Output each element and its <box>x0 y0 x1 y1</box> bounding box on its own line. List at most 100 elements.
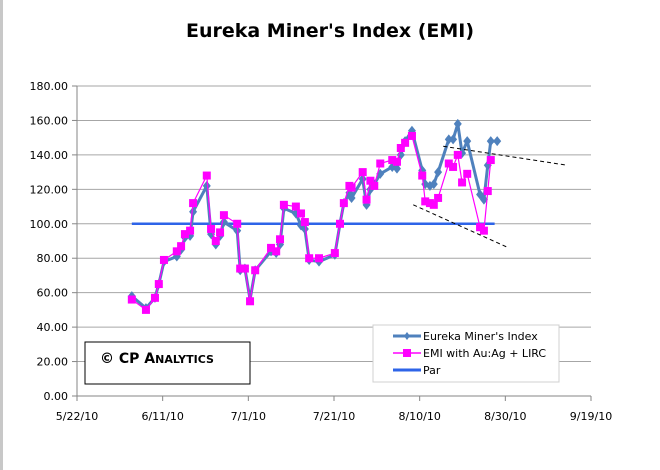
emi-diamond-marker <box>300 223 309 234</box>
legend-item: EMI with Au:Ag + LIRC <box>393 347 546 360</box>
emi-aulirc-square-marker <box>211 237 220 245</box>
emi-diamond-marker <box>202 180 211 191</box>
emi-diamond-marker <box>358 174 367 184</box>
emi-diamond-marker <box>493 136 502 147</box>
emi-aulirc-square-marker <box>159 255 168 264</box>
emi-aulirc-square-marker <box>401 138 410 147</box>
y-tick-label: 120.00 <box>30 183 69 196</box>
legend-label: Eureka Miner's Index <box>423 330 538 343</box>
emi-aulirc-square-marker <box>453 150 462 159</box>
emi-aulirc-square-marker <box>300 218 309 227</box>
y-tick-label: 60.00 <box>37 287 69 300</box>
legend-square-icon <box>403 349 411 357</box>
cp-analytics-watermark: © CP ANALYTICS <box>84 341 251 385</box>
emi-aulirc-square-marker <box>297 209 306 218</box>
emi-aulirc-square-marker <box>141 305 150 314</box>
emi-aulirc-square-marker <box>216 228 225 237</box>
emi-aulirc-square-marker <box>486 156 495 165</box>
y-tick-label: 80.00 <box>37 252 69 265</box>
legend-diamond-icon <box>404 332 410 340</box>
emi-diamond-marker <box>444 134 453 145</box>
x-tick-label: 8/10/10 <box>398 410 440 423</box>
emi-aulirc-square-marker <box>388 156 397 165</box>
emi-aulirc-square-marker <box>233 219 242 228</box>
legend-label: EMI with Au:Ag + LIRC <box>423 347 546 360</box>
emi-aulirc-square-marker <box>246 297 255 306</box>
emi-aulirc-square-marker <box>362 195 371 204</box>
watermark-text: © CP ANALYTICS <box>100 351 214 367</box>
emi-aulirc-square-marker <box>376 159 385 168</box>
emi-aulirc-square-marker <box>207 224 216 233</box>
x-tick-label: 7/21/10 <box>313 410 355 423</box>
legend-item: Eureka Miner's Index <box>393 330 538 343</box>
emi-aulirc-square-marker <box>366 176 375 185</box>
legend-item: Par <box>393 364 441 377</box>
emi-diamond-marker <box>486 136 495 147</box>
chart-title: Eureka Miner's Index (EMI) <box>185 20 475 42</box>
emi-aulirc-square-marker <box>392 157 401 166</box>
emi-aulirc-square-marker <box>335 219 344 228</box>
emi-diamond-marker <box>463 136 472 147</box>
legend-label: Par <box>423 364 441 377</box>
emi-aulirc-square-marker <box>279 200 288 209</box>
emi-aulirc-square-marker <box>483 187 492 196</box>
emi-aulirc-square-marker <box>370 181 379 190</box>
emi-aulirc-square-marker <box>305 254 314 263</box>
x-tick-label: 8/30/10 <box>484 410 526 423</box>
emi-aulirc-square-marker <box>315 254 324 263</box>
emi-diamond-marker <box>396 149 405 160</box>
emi-aulirc-square-marker <box>186 226 195 235</box>
y-tick-label: 40.00 <box>37 321 69 334</box>
emi-aulirc-square-marker <box>463 169 472 178</box>
emi-aulirc-square-marker <box>276 235 285 244</box>
y-tick-label: 100.00 <box>30 218 69 231</box>
emi-aulirc-square-marker <box>154 280 163 289</box>
emi-aulirc-square-marker <box>267 243 276 252</box>
emi-aulirc-square-marker <box>177 242 186 251</box>
emi-diamond-marker <box>429 179 438 190</box>
chart-legend: Eureka Miner's Index EMI with Au:Ag + LIR… <box>372 324 560 383</box>
emi-diamond-marker <box>453 118 462 129</box>
emi-aulirc-square-marker <box>339 199 348 208</box>
emi-aulirc-square-marker <box>240 264 249 273</box>
x-tick-label: 9/19/10 <box>570 410 612 423</box>
emi-aulirc-square-marker <box>219 211 228 220</box>
emi-aulirc-square-marker <box>202 171 211 180</box>
y-tick-label: 160.00 <box>30 114 69 127</box>
emi-diamond-marker <box>434 167 443 178</box>
emi-aulirc-square-marker <box>236 264 245 273</box>
emi-aulirc-square-marker <box>479 226 488 235</box>
emi-series-line <box>130 122 498 310</box>
y-tick-label: 140.00 <box>30 149 69 162</box>
emi-aulirc-square-marker <box>418 171 427 180</box>
emi-aulirc-square-marker <box>251 266 260 275</box>
window-left-border <box>0 0 3 470</box>
emi-aulirc-square-marker <box>407 131 416 140</box>
y-tick-label: 20.00 <box>37 356 69 369</box>
emi-aulirc-square-marker <box>180 230 189 239</box>
emi-aulirc-square-marker <box>434 193 443 202</box>
emi-aulirc-square-marker <box>172 247 181 256</box>
emi-aulirc-square-marker <box>291 202 300 211</box>
emi-diamond-marker <box>347 192 356 203</box>
emi-aulirc-square-marker <box>429 200 438 209</box>
emi-aulirc-square-marker <box>449 162 458 171</box>
emi-aulirc-square-marker <box>127 295 136 304</box>
y-tick-label: 0.00 <box>44 390 69 403</box>
emi-diamond-marker <box>392 163 401 174</box>
emi-aulirc-square-marker <box>189 199 198 208</box>
emi-aulirc-square-marker <box>272 247 281 256</box>
emi-aulirc-square-marker <box>444 159 453 168</box>
emi-diamond-marker <box>189 206 198 217</box>
y-tick-label: 180.00 <box>30 80 69 93</box>
emi-aulirc-square-marker <box>421 197 430 206</box>
x-tick-label: 7/1/10 <box>231 410 266 423</box>
emi-aulirc-square-marker <box>150 293 159 302</box>
emi-aulirc-square-marker <box>396 144 405 152</box>
emi-diamond-marker <box>479 194 488 205</box>
dashed-trendline <box>413 204 509 249</box>
x-tick-label: 5/22/10 <box>56 410 98 423</box>
emi-diamond-marker <box>449 134 458 145</box>
emi-aulirc-square-marker <box>347 183 356 192</box>
